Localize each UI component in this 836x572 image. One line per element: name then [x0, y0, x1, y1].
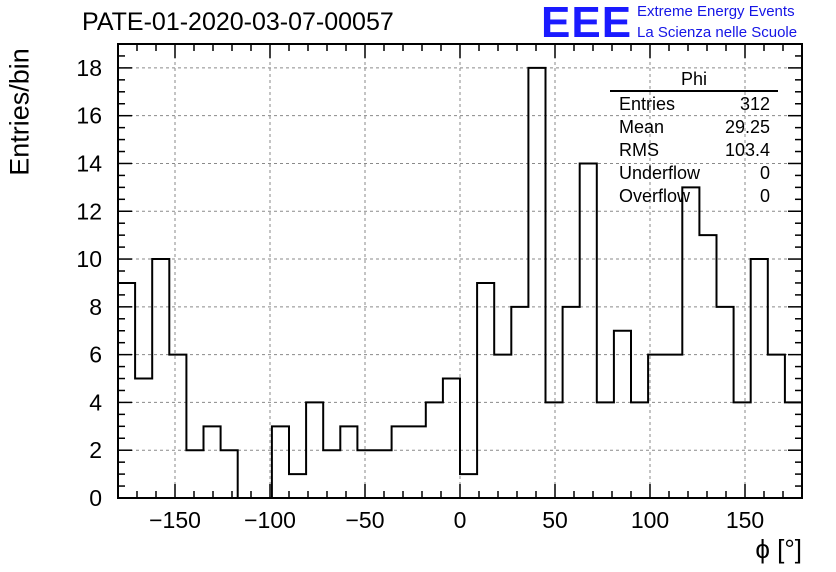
y-tick-label: 10	[76, 246, 102, 272]
stats-label: Mean	[619, 117, 665, 137]
stats-title: Phi	[610, 69, 778, 92]
y-tick-label: 18	[76, 55, 102, 81]
stats-row-entries: Entries 312	[610, 93, 778, 116]
histogram-bin	[375, 450, 392, 498]
histogram-bin	[665, 355, 682, 498]
histogram-bin	[340, 426, 357, 498]
histogram-bin	[169, 355, 186, 498]
stats-value: 29.25	[724, 117, 770, 137]
histogram-bin	[477, 283, 494, 498]
histogram-bin	[614, 331, 631, 498]
histogram-bin	[306, 402, 323, 498]
x-tick-label: 100	[631, 507, 669, 533]
logo-caption-line1: Extreme Energy Events	[637, 3, 795, 20]
y-tick-label: 0	[89, 485, 102, 511]
stats-value: 0	[759, 186, 770, 206]
histogram-bin	[682, 187, 699, 498]
y-axis-label: Entries/bin	[4, 48, 35, 176]
x-tick-label: 0	[454, 507, 467, 533]
stats-row-overflow: Overflow 0	[610, 185, 778, 208]
x-tick-label: −50	[345, 507, 384, 533]
stats-value: 0	[759, 163, 770, 183]
histogram-bin	[631, 402, 648, 498]
histogram-bin	[272, 426, 289, 498]
y-tick-label: 8	[89, 294, 102, 320]
logo-caption-line2: La Scienza nelle Scuole	[637, 24, 798, 41]
histogram-outline	[118, 66, 803, 499]
histogram-bin	[323, 450, 340, 498]
stats-label: Overflow	[619, 186, 691, 206]
stats-label: Entries	[619, 94, 676, 114]
stats-label: RMS	[619, 140, 659, 160]
x-tick-label: −100	[244, 507, 296, 533]
histogram-bin	[751, 259, 768, 498]
stats-row-underflow: Underflow 0	[610, 162, 778, 185]
histogram-bin	[734, 402, 751, 498]
stats-label: Underflow	[619, 163, 701, 183]
histogram-bin	[597, 402, 614, 498]
histogram-bin	[409, 426, 426, 498]
stats-value: 103.4	[724, 140, 770, 160]
histogram-bin	[699, 235, 716, 498]
y-tick-label: 2	[89, 437, 102, 463]
x-tick-label: −150	[149, 507, 201, 533]
x-tick-label: 50	[542, 507, 568, 533]
stats-value: 312	[739, 94, 770, 114]
histogram-bin	[392, 426, 409, 498]
stats-row-rms: RMS 103.4	[610, 139, 778, 162]
y-tick-label: 16	[76, 103, 102, 129]
y-tick-label: 12	[76, 198, 102, 224]
eee-logo: EEE	[541, 0, 633, 47]
histogram-bin	[717, 307, 734, 498]
histogram-bars	[118, 66, 803, 499]
histogram-bin	[426, 402, 443, 498]
stats-rows: Entries 312 Mean 29.25 RMS 103.4 Underflow 0 Ove…	[610, 93, 778, 208]
histogram-bin	[186, 450, 203, 498]
statistics-box: Phi Entries 312 Mean 29.25 RMS 103.4 Underflow…	[610, 69, 778, 208]
histogram-bin	[460, 474, 477, 498]
histogram-bin	[494, 355, 511, 498]
histogram-bin	[135, 379, 152, 498]
histogram-bin	[443, 379, 460, 498]
histogram-bin	[528, 68, 545, 498]
stats-row-mean: Mean 29.25	[610, 116, 778, 139]
y-tick-label: 14	[76, 150, 102, 176]
histogram-bin	[648, 355, 665, 498]
histogram-bin	[580, 163, 597, 498]
histogram-bin	[152, 259, 169, 498]
tick-labels: −150 −100 −50 0 50 100 150 0 2 4 6 8 10 12 14 16 18	[76, 55, 764, 533]
histogram-bin	[511, 307, 528, 498]
histogram-bin	[289, 474, 306, 498]
y-tick-label: 6	[89, 342, 102, 368]
histogram-bin	[546, 402, 563, 498]
histogram-bin	[768, 355, 785, 498]
x-tick-label: 150	[726, 507, 764, 533]
y-tick-label: 4	[89, 389, 102, 415]
axis-ticks	[117, 43, 803, 499]
grid-lines	[118, 44, 802, 498]
x-axis-label: ϕ [°]	[755, 534, 802, 564]
histogram-bin	[357, 450, 374, 498]
histogram-bin	[221, 450, 238, 498]
histogram-bin	[563, 307, 580, 498]
histogram-bin	[204, 426, 221, 498]
histogram-title: PATE-01-2020-03-07-00057	[82, 8, 394, 36]
